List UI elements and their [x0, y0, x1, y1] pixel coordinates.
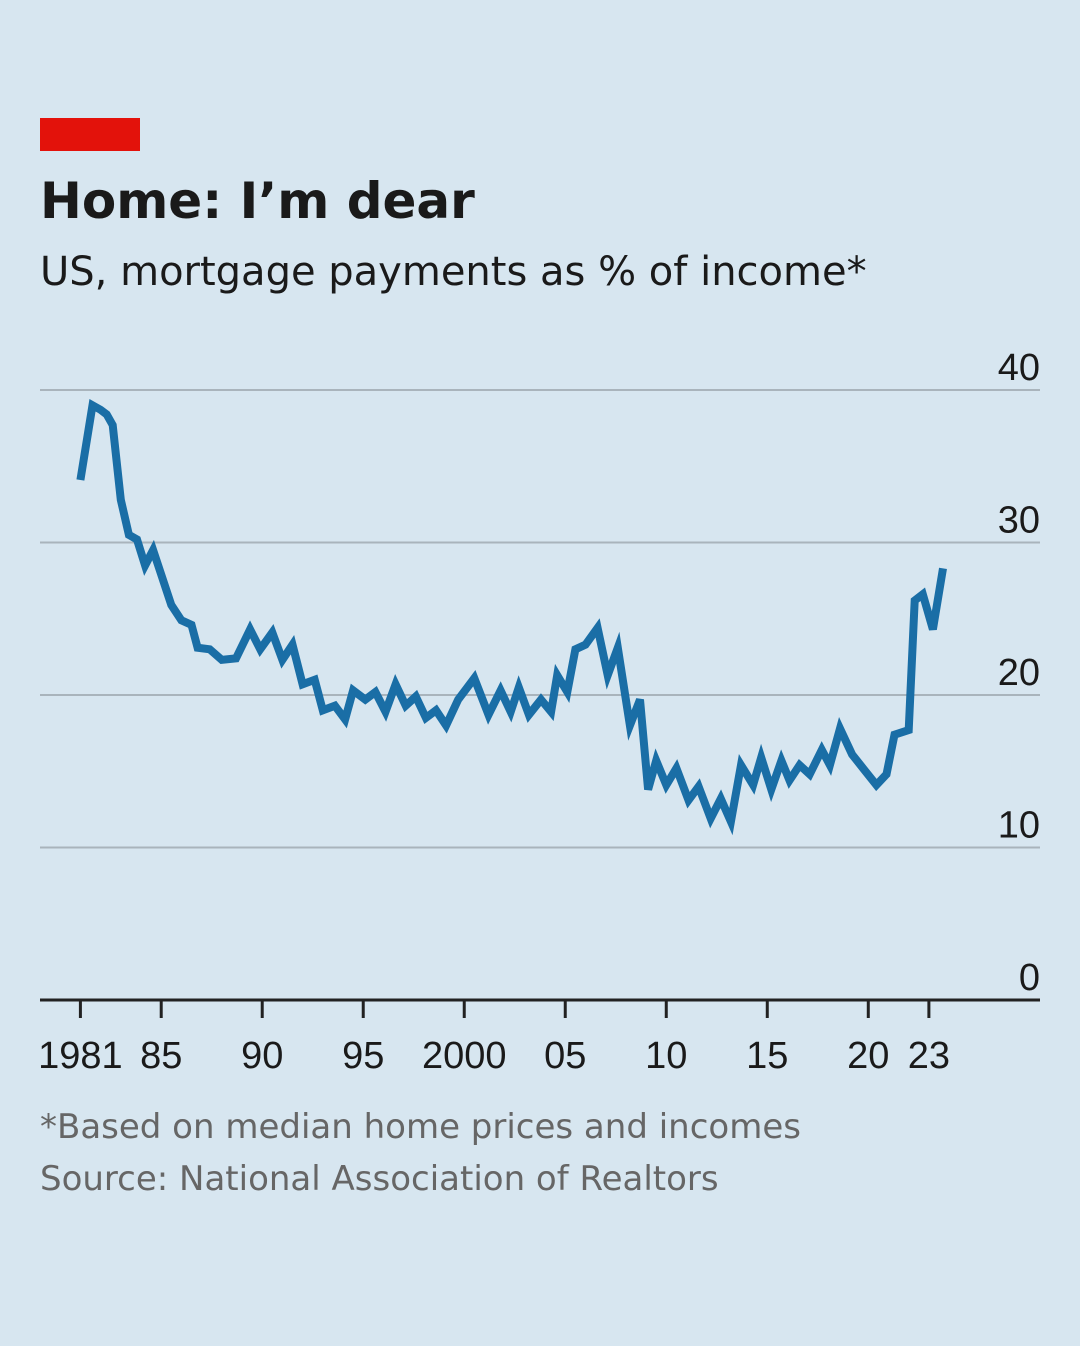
- x-tick-label: 85: [140, 1035, 182, 1077]
- x-tick-label: 23: [908, 1035, 950, 1077]
- chart-subtitle: US, mortgage payments as % of income*: [40, 249, 867, 295]
- source: Source: National Association of Realtors: [40, 1159, 719, 1199]
- x-tick-label: 95: [342, 1035, 384, 1077]
- x-tick-label: 05: [544, 1035, 586, 1077]
- y-tick-label: 0: [1019, 957, 1040, 999]
- x-tick-label: 20: [847, 1035, 889, 1077]
- y-tick-label: 40: [998, 347, 1040, 389]
- chart-title: Home: I’m dear: [40, 172, 475, 230]
- footnote: *Based on median home prices and incomes: [40, 1107, 801, 1147]
- y-tick-label: 10: [998, 805, 1040, 847]
- x-tick-label: 15: [746, 1035, 788, 1077]
- y-tick-label: 30: [998, 500, 1040, 542]
- red-tag: [40, 118, 140, 151]
- x-tick-label: 90: [241, 1035, 283, 1077]
- y-tick-label: 20: [998, 652, 1040, 694]
- x-tick-label: 2000: [422, 1035, 507, 1077]
- data-line: [76, 399, 947, 836]
- x-tick-label: 10: [645, 1035, 687, 1077]
- x-tick-label: 1981: [38, 1035, 123, 1077]
